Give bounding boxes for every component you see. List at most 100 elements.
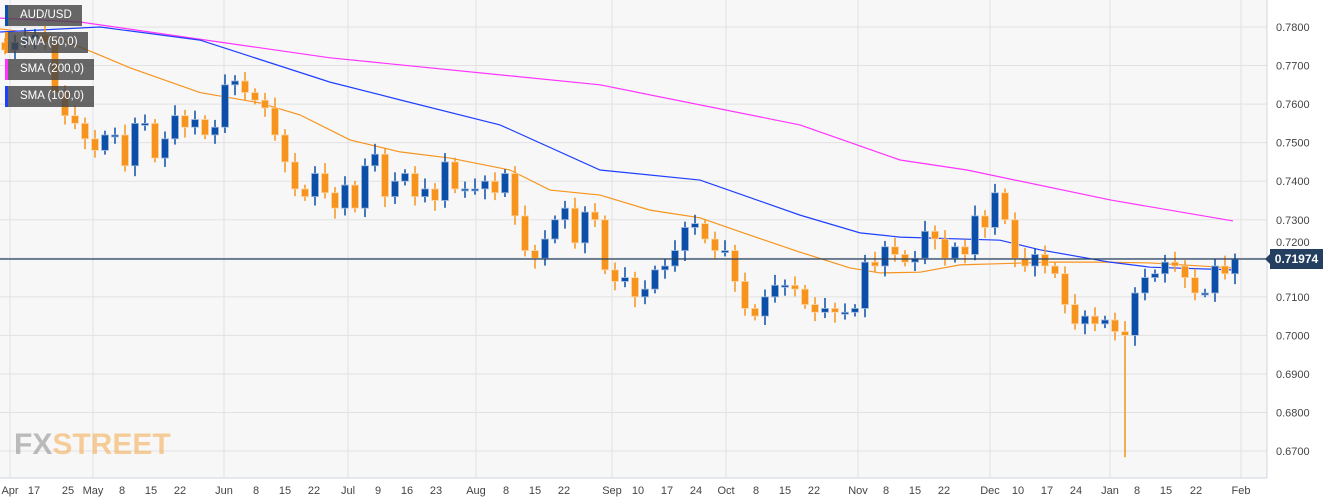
x-tick-label: 15 [1160,485,1172,497]
legend-sma-100[interactable]: SMA (100,0) [5,86,94,107]
candle [981,210,989,238]
candle-body [591,211,599,221]
candle [461,181,469,198]
x-tick-label: Dec [980,485,1000,497]
candle-body [1101,319,1109,325]
candle-body [151,122,159,159]
candle-body [461,188,469,192]
candle [771,274,779,303]
candle [1061,266,1069,314]
x-tick-label: 8 [503,485,509,497]
candle-body [201,119,209,136]
candle [1151,269,1159,282]
candle-body [381,153,389,198]
candle-body [301,188,309,198]
candle [661,258,669,279]
candle-body [371,153,379,167]
candle [271,97,279,141]
candle [681,221,689,261]
candle [1171,251,1179,272]
candle-body [741,281,749,309]
x-tick-label: 22 [174,485,186,497]
candle-body [91,138,99,151]
x-tick-label: 8 [1134,485,1140,497]
candle [121,124,129,172]
x-tick-label: 25 [62,485,74,497]
candle-body [281,134,289,163]
candle [321,163,329,199]
x-tick-label: 17 [661,485,673,497]
candle [911,250,919,272]
x-tick-label: 22 [308,485,320,497]
candle-body [411,173,419,198]
candle [1121,321,1129,458]
candle-body [781,284,789,288]
x-tick-label: 22 [938,485,950,497]
candle-body [291,161,299,190]
candle [571,197,579,249]
y-tick-label: 0.7700 [1276,61,1310,73]
candle-body [991,192,999,228]
candle-body [111,134,119,138]
candle [641,280,649,305]
candle [891,237,899,262]
candle-body [1231,258,1239,275]
x-tick-label: Jan [1101,485,1119,497]
candle-body [71,115,79,124]
legend-sma-200[interactable]: SMA (200,0) [5,59,94,80]
legend-audusd[interactable]: AUD/USD [5,5,82,26]
candle [301,184,309,201]
candle [201,115,209,140]
candle-body [441,161,449,201]
candle-body [1221,265,1229,275]
sma-line-50-0 [0,28,1234,274]
x-tick-label: 15 [529,485,541,497]
candle [1091,307,1099,332]
candle-body [261,99,269,109]
candle-body [161,138,169,159]
candle [701,219,709,244]
x-tick-label: 8 [753,485,759,497]
candle [1191,268,1199,301]
x-tick-label: 15 [279,485,291,497]
candle [1131,287,1139,346]
candle-body [951,246,959,259]
grid [0,0,1267,478]
x-tick-label: Sep [602,485,622,497]
candle-body [871,261,879,267]
candle-body [891,246,899,255]
candle [101,130,109,155]
candle [531,244,539,269]
candle-body [81,122,89,140]
candle-body [421,188,429,198]
sma-lines [0,17,1234,274]
candle-body [1181,265,1189,278]
candle-body [1171,261,1179,267]
candle-body [931,230,939,240]
candle-body [691,223,699,228]
candle-body [361,165,369,209]
x-tick-label: 8 [253,485,259,497]
candle-body [961,246,969,255]
candle-body [1161,261,1169,275]
candle [1071,294,1079,330]
candle-body [811,304,819,313]
y-tick-label: 0.7400 [1276,176,1310,188]
candle [1111,312,1119,341]
candle [1101,315,1109,329]
x-tick-label: Jul [341,485,355,497]
candle-body [521,215,529,251]
candle [131,117,139,177]
candle-body [221,84,229,128]
legend-sma-50[interactable]: SMA (50,0) [5,32,88,53]
x-tick-label: 8 [883,485,889,497]
x-tick-label: 9 [375,485,381,497]
x-tick-label: 22 [1190,485,1202,497]
candle-body [971,215,979,255]
candle-body [241,80,249,93]
candle-body [981,215,989,228]
candle [861,254,869,318]
candle [331,186,339,219]
candle [401,169,409,186]
current-price-tag: 0.71974 [1265,249,1323,269]
